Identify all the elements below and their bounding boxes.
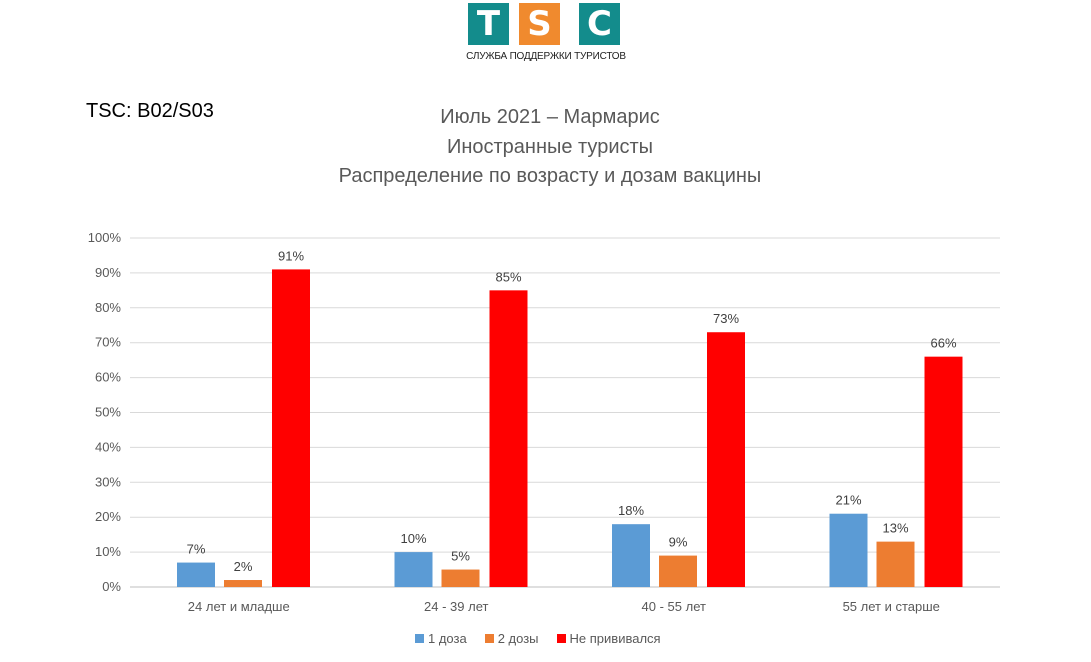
y-tick-label: 30% [95,474,121,489]
logo-letter-t: T [468,3,509,45]
x-tick-label: 24 лет и младше [188,599,290,614]
y-tick-label: 60% [95,370,121,385]
bar [441,569,480,587]
legend-label: 2 дозы [497,631,539,646]
bar [707,332,745,587]
data-label: 10% [400,531,426,546]
legend-label: Не прививался [569,631,661,646]
bar [659,555,697,587]
logo-letter-c: C [579,3,620,45]
legend-swatch [484,634,494,643]
logo-letter-s: S [519,3,560,45]
y-tick-label: 80% [95,300,121,315]
bar [224,580,262,587]
bar [272,269,310,587]
data-label: 13% [882,521,908,536]
data-label: 21% [835,493,861,508]
y-tick-label: 90% [95,265,121,280]
x-tick-label: 40 - 55 лет [642,599,706,614]
y-tick-label: 50% [95,405,121,420]
legend-swatch [415,634,424,643]
bar [612,524,650,587]
chart-title-line-1: Июль 2021 – Мармарис [440,106,660,128]
data-label: 85% [495,269,521,284]
chart-title-line-2: Иностранные туристы [446,136,654,158]
bar [177,562,215,587]
data-label: 2% [234,559,253,574]
data-label: 66% [930,336,956,351]
bar [876,541,915,587]
bar [489,290,528,587]
y-tick-label: 20% [95,509,121,524]
y-tick-label: 70% [95,335,121,350]
legend-swatch [556,634,566,643]
chart-title-line-3: Распределение по возрасту и дозам вакцин… [338,165,762,187]
data-label: 9% [669,535,688,550]
slide-code: TSC: B02/S03 [86,100,214,122]
y-tick-label: 10% [95,544,121,559]
legend-item-2-doses: 2 дозы [484,631,539,646]
y-tick-label: 0% [102,579,121,594]
x-tick-label: 55 лет и старше [843,599,940,614]
data-label: 5% [451,549,470,564]
bar [394,552,433,587]
x-tick-label: 24 - 39 лет [424,599,488,614]
legend-label: 1 доза [428,631,467,646]
bar [829,513,868,587]
logo-subtitle: СЛУЖБА ПОДДЕРЖКИ ТУРИСТОВ [466,51,626,62]
y-tick-label: 40% [95,439,121,454]
data-label: 91% [278,248,304,263]
legend-item-1-dose: 1 доза [415,631,467,646]
bar [924,356,963,587]
data-label: 7% [187,542,206,557]
legend-item-unvaccinated: Не прививался [556,631,661,646]
data-label: 73% [713,311,739,326]
data-label: 18% [618,503,644,518]
y-tick-label: 100% [88,230,122,245]
legend: 1 доза 2 дозы Не прививался [415,631,661,646]
